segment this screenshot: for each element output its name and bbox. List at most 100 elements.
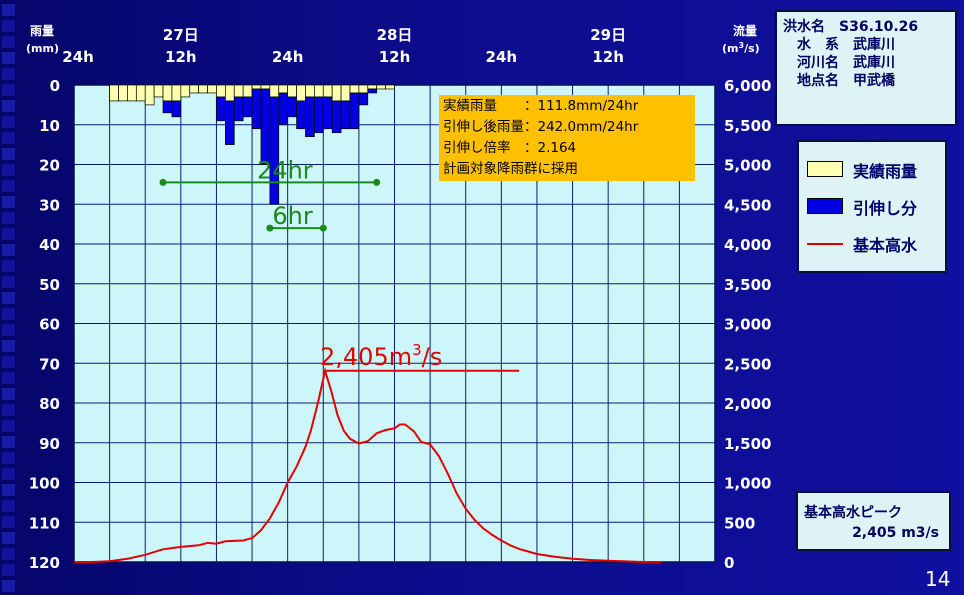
decor-square [2, 324, 15, 336]
x-axis-tick-label: 24h [272, 48, 304, 66]
left-axis-tick-label: 90 [39, 435, 60, 453]
info-row-point-name: 地点名 甲武橋 [783, 72, 949, 90]
peak-value: 2,405 m3/s [852, 525, 939, 541]
decor-square [2, 452, 15, 464]
left-axis-title: 雨量 [30, 24, 54, 38]
info-value: 甲武橋 [853, 73, 895, 89]
rain-bar-stretch [314, 96, 324, 134]
rain-bar-actual [287, 84, 297, 98]
left-axis-tick-label: 110 [29, 514, 60, 532]
rain-bar-actual [305, 84, 315, 98]
right-axis-tick-label: 5,500 [724, 117, 771, 135]
right-axis-tick-label: 1,500 [724, 435, 771, 453]
decor-square [2, 484, 15, 496]
rain-bar-actual [144, 84, 155, 106]
decor-square [2, 356, 15, 368]
left-axis-tick-label: 60 [39, 316, 60, 334]
rain-bar-actual [296, 84, 306, 102]
decor-square [2, 580, 15, 592]
decor-square [2, 308, 15, 320]
decor-square [2, 260, 15, 272]
rain-bar-actual [251, 84, 262, 90]
rain-bar-stretch [358, 92, 369, 106]
rain-bar-stretch [331, 100, 342, 134]
rain-bar-actual [278, 84, 289, 94]
decor-square [2, 276, 15, 288]
annotation-dot [373, 178, 381, 186]
left-axis-tick-label: 70 [39, 355, 60, 373]
decor-square [2, 180, 15, 192]
decor-square [2, 212, 15, 224]
rain-bar-actual [224, 84, 235, 102]
rain-bar-actual [376, 84, 386, 90]
rain-bar-actual [207, 84, 217, 94]
peak-box: 基本高水ピーク 2,405 m3/s [796, 491, 951, 551]
left-axis-tick-label: 20 [39, 157, 60, 175]
info-label: 水 系 [797, 37, 839, 53]
decor-square [2, 372, 15, 384]
decor-square [2, 436, 15, 448]
info-label: 洪水名 [783, 19, 825, 35]
rain-bar-stretch [305, 96, 315, 138]
decor-square [2, 68, 15, 80]
decor-square [2, 100, 15, 112]
left-axis-tick-label: 30 [39, 196, 60, 214]
left-axis-tick-label: 0 [50, 77, 60, 95]
legend: 実績雨量 引伸し分 基本高水 [797, 140, 947, 273]
rain-bar-actual [180, 84, 191, 98]
rain-bar-actual [260, 84, 271, 90]
right-axis-tick-label: 3,500 [724, 276, 771, 294]
decor-square [2, 388, 15, 400]
annotation-label: 6hr [272, 202, 312, 230]
rain-bar-actual [153, 84, 164, 98]
flood-info-box: 洪水名 S36.10.26 水 系 武庫川 河川名 武庫川 地点名 甲武橋 [775, 10, 957, 126]
info-row-river-system: 水 系 武庫川 [783, 36, 949, 54]
rain-bar-stretch [162, 100, 173, 114]
rain-bar-actual [135, 84, 146, 102]
left-axis-tick-label: 100 [29, 475, 60, 493]
left-axis-tick-label: 40 [39, 236, 60, 254]
decor-square [2, 36, 15, 48]
note-line: 実績雨量 ：111.8mm/24hr [443, 98, 639, 114]
decor-square [2, 132, 15, 144]
right-axis-tick-label: 0 [724, 554, 734, 572]
decor-square [2, 4, 15, 16]
rain-bar-stretch [322, 96, 333, 130]
info-row-river-name: 河川名 武庫川 [783, 54, 949, 72]
rain-bar-stretch [367, 88, 378, 94]
decorative-side-squares [2, 4, 15, 592]
annotation-dot [266, 224, 274, 232]
right-axis-unit: (m3/s) [722, 41, 760, 55]
rain-bar-actual [233, 84, 244, 98]
note-line: 計画対象降雨群に採用 [443, 161, 578, 177]
x-axis-tick-label: 24h [62, 48, 94, 66]
note-line: 引伸し後雨量：242.0mm/24hr [443, 119, 639, 135]
decor-square [2, 292, 15, 304]
left-axis-unit: (mm) [26, 42, 59, 55]
rain-bar-actual [358, 84, 369, 94]
decor-square [2, 20, 15, 32]
x-axis-day-label: 28日 [377, 26, 413, 44]
info-row-flood-name: 洪水名 S36.10.26 [783, 18, 949, 36]
right-axis-tick-label: 5,000 [724, 157, 771, 175]
info-value: 武庫川 [853, 55, 895, 71]
decor-square [2, 420, 15, 432]
x-axis-tick-label: 12h [165, 48, 197, 66]
annotation-dot [319, 224, 327, 232]
decor-square [2, 564, 15, 576]
x-axis-tick-label: 12h [592, 48, 624, 66]
rain-bar-actual [198, 84, 208, 94]
right-axis-tick-label: 6,000 [724, 77, 771, 95]
series-line-design-flood [74, 366, 662, 563]
annotation-dot [159, 178, 167, 186]
rain-bar-stretch [242, 96, 253, 118]
decor-square [2, 196, 15, 208]
decor-square [2, 84, 15, 96]
rain-bar-actual [269, 84, 280, 98]
left-axis-tick-label: 50 [39, 276, 60, 294]
annotation-label: 24hr [257, 156, 313, 184]
peak-annotation-label: 2,405m3/s [320, 341, 442, 371]
note-line: 引伸し倍率 ：2.164 [443, 139, 576, 156]
decor-square [2, 516, 15, 528]
